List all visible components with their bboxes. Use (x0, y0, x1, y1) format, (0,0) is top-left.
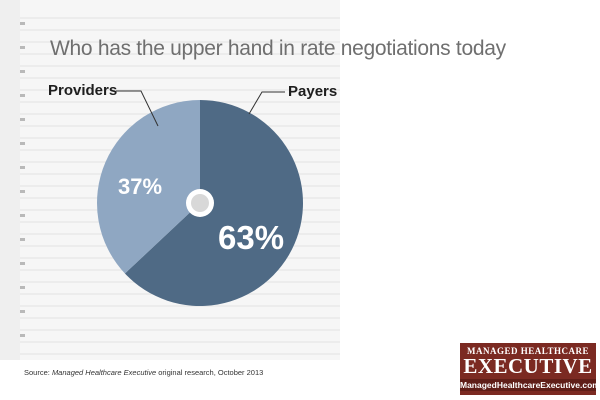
center-dot (191, 194, 209, 212)
binding-hole (20, 214, 25, 217)
binding-hole (20, 22, 25, 25)
chart-title: Who has the upper hand in rate negotiati… (50, 37, 507, 60)
legend-label-providers: Providers (48, 82, 117, 99)
binding-hole (20, 238, 25, 241)
binding-hole (20, 310, 25, 313)
source-publication: Managed Healthcare Executive (51, 368, 157, 377)
binding-hole (20, 94, 25, 97)
binding-hole (20, 286, 25, 289)
binding-hole (20, 46, 25, 49)
source-suffix: original research, October 2013 (156, 368, 264, 377)
binding-hole (20, 118, 25, 121)
binding-hole (20, 166, 25, 169)
binding-hole (20, 262, 25, 265)
logo-url-text: ManagedHealthcareExecutive.com (460, 379, 600, 391)
logo-top-text: MANAGED HEALTHCARE (467, 346, 589, 356)
pie-slice-providers (96, 100, 200, 274)
logo-main-text: EXECUTIVE (463, 354, 593, 378)
source-note: Source: Managed Healthcare Executive ori… (24, 368, 263, 377)
value-label-providers: 37% (118, 174, 162, 199)
publisher-logo: MANAGED HEALTHCARE EXECUTIVE ManagedHeal… (460, 343, 600, 395)
source-prefix: Source: (24, 368, 52, 377)
leader-line-payers (248, 91, 285, 115)
value-label-payers: 63% (218, 219, 284, 256)
leader-line-providers (116, 90, 159, 127)
binding-hole (20, 70, 25, 73)
binding-hole (20, 190, 25, 193)
binding-hole (20, 142, 25, 145)
binding-hole (20, 334, 25, 337)
legend-label-payers: Payers (288, 83, 337, 100)
